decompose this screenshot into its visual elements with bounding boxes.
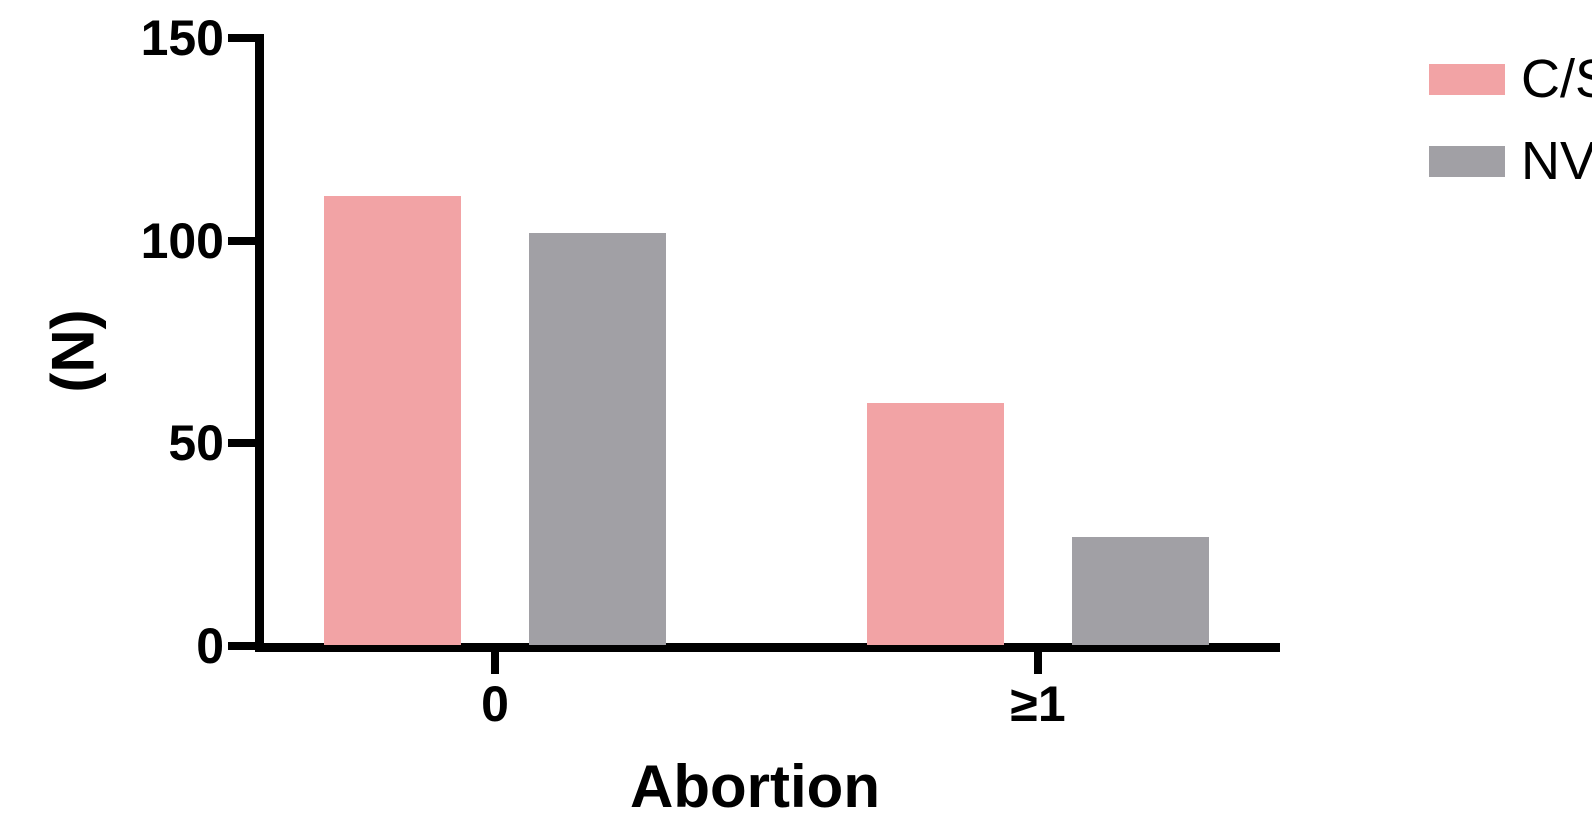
x-tick-1 xyxy=(1034,650,1042,674)
legend-swatch-cs xyxy=(1429,63,1505,95)
y-tick-label-150: 150 xyxy=(140,16,224,66)
legend-label-nvd: NVD xyxy=(1521,131,1592,191)
y-axis-line xyxy=(255,34,264,652)
y-tick-label-0: 0 xyxy=(196,618,224,674)
y-tick-50 xyxy=(228,439,255,448)
y-tick-150 xyxy=(228,34,255,42)
y-tick-label-100: 100 xyxy=(140,212,224,269)
bar-cs-0 xyxy=(324,196,461,645)
bar-cs-1 xyxy=(867,402,1004,645)
bar-nvd-1 xyxy=(1072,536,1209,645)
x-axis-line xyxy=(255,643,1280,652)
y-axis-title: (N) xyxy=(40,309,107,393)
legend-swatch-nvd xyxy=(1429,145,1505,177)
legend-item-cs: C/S xyxy=(1429,52,1592,106)
x-axis-title: Abortion xyxy=(630,753,880,814)
bar-nvd-0 xyxy=(529,232,666,645)
x-tick-0 xyxy=(491,650,499,674)
legend-label-cs: C/S xyxy=(1521,49,1592,109)
x-tick-label-0: 0 xyxy=(481,676,509,732)
bar-chart: (N) 0 50 100 150 0 ≥1 Abortion C/S NVD xyxy=(40,16,1592,814)
legend-item-nvd: NVD xyxy=(1429,134,1592,188)
y-tick-label-50: 50 xyxy=(168,415,224,472)
x-tick-label-1: ≥1 xyxy=(1010,676,1066,732)
y-tick-100 xyxy=(228,236,255,245)
y-tick-0 xyxy=(228,642,255,650)
legend: C/S NVD xyxy=(1429,52,1592,216)
